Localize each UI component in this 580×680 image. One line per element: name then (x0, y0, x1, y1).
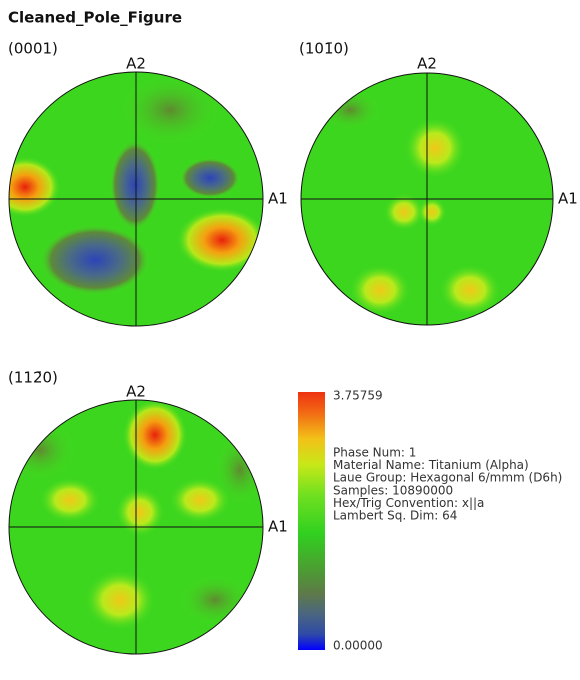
axis-label: A1 (268, 518, 288, 536)
info-line: Material Name: Titanium (Alpha) (333, 458, 529, 472)
axis-label: A2 (417, 55, 437, 73)
colorbar (298, 392, 325, 650)
axis-label: A2 (126, 55, 146, 73)
info-line: Phase Num: 1 (333, 446, 416, 460)
page-title: Cleaned_Pole_Figure (8, 9, 182, 27)
axis-label: A2 (126, 383, 146, 401)
panel-label: (0001) (8, 40, 58, 58)
panel-label: (112̄0) (8, 369, 58, 387)
colorbar-max: 3.75759 (333, 389, 383, 403)
panel-label: (101̄0) (299, 40, 349, 58)
info-line: Hex/Trig Convention: x||a (333, 496, 484, 510)
axis-label: A1 (558, 190, 578, 208)
axis-label: A1 (268, 190, 288, 208)
info-line: Samples: 10890000 (333, 483, 453, 497)
info-line: Lambert Sq. Dim: 64 (333, 509, 457, 523)
info-line: Laue Group: Hexagonal 6/mmm (D6h) (333, 471, 562, 485)
colorbar-min: 0.00000 (333, 639, 383, 653)
